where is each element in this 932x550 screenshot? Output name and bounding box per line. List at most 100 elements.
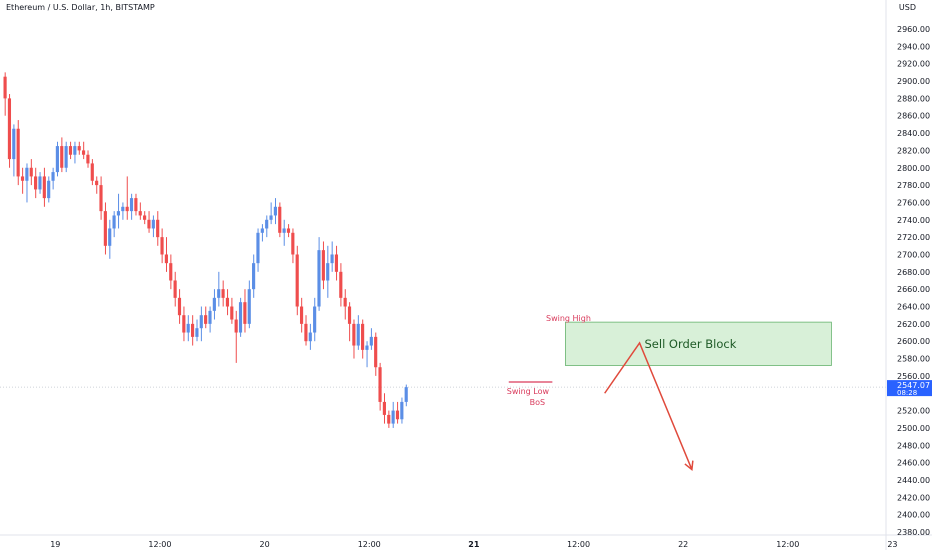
- candle-body: [134, 198, 138, 212]
- candle: [90, 159, 94, 186]
- candle: [143, 211, 147, 225]
- candle: [361, 319, 365, 359]
- candle: [317, 237, 321, 311]
- candle: [225, 289, 230, 316]
- y-tick-label: 2400.00: [897, 511, 930, 520]
- candle-body: [95, 180, 99, 186]
- candle-body: [20, 176, 25, 181]
- candle-body: [90, 163, 94, 181]
- candle: [278, 202, 282, 238]
- candle-body: [230, 306, 234, 320]
- candle: [400, 397, 404, 424]
- candle: [55, 141, 59, 177]
- candle-body: [217, 289, 221, 298]
- candle: [95, 176, 99, 194]
- candle-body: [326, 263, 330, 281]
- candle: [391, 401, 395, 428]
- candle-body: [182, 315, 186, 333]
- candle-body: [234, 319, 238, 333]
- y-tick-label: 2660.00: [897, 285, 930, 294]
- candle-body: [81, 150, 86, 155]
- candle-body: [400, 401, 404, 420]
- candle-body: [164, 254, 168, 264]
- candle-body: [156, 219, 160, 238]
- candle-body: [252, 263, 256, 290]
- candle-layer: [3, 72, 408, 428]
- candle: [16, 120, 20, 186]
- chart-title: Ethereum / U.S. Dollar, 1h, BITSTAMP: [6, 3, 155, 12]
- y-tick-label: 2920.00: [897, 60, 930, 69]
- candle-body: [260, 228, 264, 233]
- projection-arrow: [604, 341, 693, 470]
- candle-body: [177, 297, 182, 316]
- candle: [343, 289, 347, 320]
- candle-body: [169, 263, 173, 281]
- x-tick-label: 12:00: [148, 540, 171, 549]
- candle-body: [334, 254, 339, 272]
- y-tick-label: 2700.00: [897, 250, 930, 259]
- price-axis-bg[interactable]: [886, 0, 932, 550]
- candle: [304, 315, 308, 346]
- candle-body: [238, 302, 243, 333]
- candle: [395, 401, 400, 424]
- swing-high-label: Swing High: [546, 314, 591, 323]
- candle: [164, 237, 168, 272]
- candle: [134, 193, 138, 216]
- candle: [199, 306, 203, 342]
- sell-order-block[interactable]: [565, 321, 832, 366]
- candle-body: [60, 146, 64, 168]
- price-tag: [887, 380, 932, 397]
- y-tick-label: 2940.00: [897, 42, 930, 51]
- candle-body: [151, 219, 155, 229]
- x-tick-label: 23: [887, 540, 897, 549]
- y-tick-label: 2620.00: [897, 320, 930, 329]
- candle-body: [12, 128, 16, 160]
- y-tick-label: 2380.00: [897, 528, 930, 537]
- candle-body: [273, 206, 277, 216]
- candle: [217, 271, 221, 307]
- candle: [265, 215, 269, 238]
- candle-body: [391, 410, 395, 424]
- candle-body: [112, 215, 116, 229]
- candle-body: [99, 185, 103, 212]
- candle: [156, 211, 160, 246]
- candle-body: [304, 323, 308, 342]
- candle-body: [356, 323, 360, 346]
- candle-body: [313, 306, 317, 333]
- price-tag-countdown: 08:28: [897, 389, 917, 397]
- candle-body: [243, 302, 247, 324]
- candle: [369, 328, 373, 350]
- candle: [38, 172, 42, 194]
- candle-body: [321, 250, 325, 281]
- candle: [234, 310, 238, 363]
- candle: [295, 245, 299, 316]
- candle-body: [129, 198, 134, 212]
- y-tick-label: 2500.00: [897, 424, 930, 433]
- candle-body: [212, 297, 216, 311]
- candle: [51, 167, 55, 190]
- projection-arrowhead: [684, 460, 694, 472]
- candle-body: [186, 323, 190, 333]
- candle: [330, 241, 334, 272]
- candle-body: [199, 315, 203, 329]
- candle: [29, 159, 33, 186]
- candle-body: [352, 323, 356, 346]
- candle-body: [330, 254, 334, 264]
- candle: [321, 241, 325, 290]
- candle: [147, 211, 151, 233]
- candle: [121, 202, 125, 220]
- candle: [68, 141, 73, 160]
- candle-body: [286, 228, 291, 233]
- y-tick-label: 2520.00: [897, 407, 930, 416]
- y-tick-label: 2440.00: [897, 476, 930, 485]
- order-block-layer: Sell Order Block: [565, 321, 832, 366]
- candle: [34, 167, 38, 199]
- candle: [20, 167, 25, 194]
- candle: [47, 176, 51, 203]
- candle-body: [160, 237, 164, 255]
- candle: [129, 193, 134, 220]
- candle-body: [143, 215, 147, 220]
- x-tick-label: 21: [468, 540, 480, 549]
- order-block-label: Sell Order Block: [645, 337, 737, 351]
